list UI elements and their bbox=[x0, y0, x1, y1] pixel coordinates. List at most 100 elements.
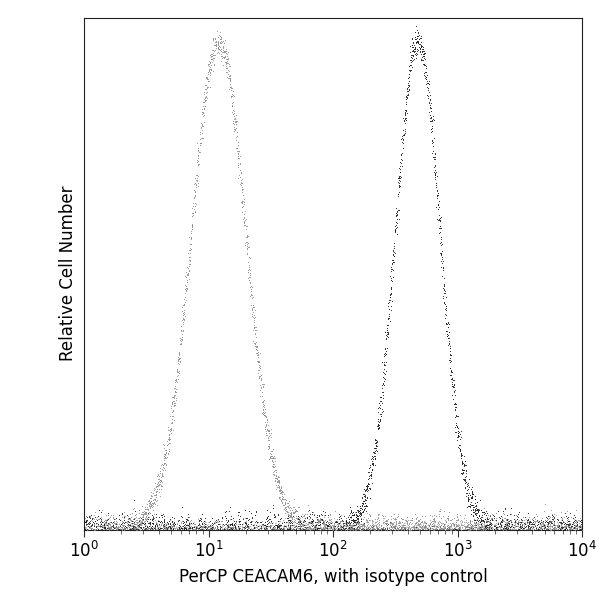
Point bbox=[358, 496, 367, 506]
Point bbox=[152, 487, 162, 496]
Point bbox=[413, 525, 422, 534]
Point bbox=[411, 518, 421, 527]
Point bbox=[140, 508, 149, 518]
Point bbox=[154, 524, 163, 534]
Point bbox=[220, 508, 230, 517]
Point bbox=[557, 524, 566, 533]
Point bbox=[368, 458, 378, 468]
Point bbox=[187, 221, 197, 231]
Point bbox=[559, 525, 569, 534]
Point bbox=[211, 518, 220, 527]
Point bbox=[275, 493, 285, 502]
Point bbox=[412, 50, 421, 60]
Point bbox=[380, 525, 389, 534]
Point bbox=[431, 521, 440, 531]
Point bbox=[268, 461, 278, 470]
Point bbox=[428, 520, 437, 530]
Point bbox=[93, 519, 103, 529]
Point bbox=[401, 109, 410, 118]
Point bbox=[310, 521, 319, 530]
Point bbox=[471, 518, 481, 528]
Point bbox=[136, 524, 145, 533]
Point bbox=[156, 524, 166, 533]
Point bbox=[344, 524, 353, 533]
Point bbox=[260, 422, 270, 431]
Point bbox=[333, 518, 343, 528]
Point bbox=[557, 516, 566, 525]
Point bbox=[351, 512, 361, 522]
Point bbox=[181, 522, 190, 531]
Point bbox=[557, 524, 566, 534]
Point bbox=[476, 524, 485, 534]
Point bbox=[542, 524, 551, 533]
Point bbox=[206, 521, 215, 531]
Point bbox=[445, 350, 455, 360]
Point bbox=[502, 519, 512, 528]
Point bbox=[104, 518, 113, 528]
Point bbox=[348, 525, 358, 534]
Point bbox=[555, 518, 565, 527]
Point bbox=[97, 514, 106, 524]
Point bbox=[213, 44, 223, 54]
Point bbox=[520, 515, 529, 524]
Point bbox=[478, 524, 488, 534]
Point bbox=[517, 523, 526, 533]
Point bbox=[513, 523, 523, 533]
Point bbox=[205, 57, 214, 67]
Point bbox=[245, 525, 255, 534]
Point bbox=[452, 521, 462, 531]
Point bbox=[557, 513, 566, 522]
Point bbox=[130, 519, 140, 528]
Point bbox=[166, 425, 176, 435]
Point bbox=[445, 346, 455, 356]
Point bbox=[445, 518, 455, 528]
Point bbox=[475, 511, 484, 520]
Point bbox=[553, 514, 563, 524]
Point bbox=[265, 522, 274, 532]
Point bbox=[372, 524, 382, 534]
Point bbox=[204, 76, 214, 86]
Point bbox=[350, 517, 360, 527]
Point bbox=[340, 524, 349, 533]
Point bbox=[383, 330, 393, 339]
Point bbox=[322, 521, 332, 530]
Point bbox=[129, 524, 139, 533]
Point bbox=[259, 405, 268, 415]
Point bbox=[578, 524, 587, 534]
Point bbox=[355, 525, 364, 534]
Point bbox=[239, 209, 249, 218]
Point bbox=[502, 511, 511, 520]
Point bbox=[99, 524, 109, 534]
Point bbox=[106, 524, 115, 534]
Point bbox=[143, 505, 152, 514]
Point bbox=[466, 524, 476, 534]
Point bbox=[135, 525, 145, 534]
Point bbox=[390, 524, 400, 533]
Point bbox=[454, 427, 463, 436]
Point bbox=[160, 522, 170, 531]
Point bbox=[357, 505, 367, 514]
Point bbox=[103, 521, 113, 531]
Point bbox=[475, 524, 484, 533]
Point bbox=[439, 520, 449, 530]
Point bbox=[357, 524, 367, 534]
Point bbox=[127, 522, 137, 531]
Point bbox=[536, 517, 546, 527]
Point bbox=[167, 513, 177, 522]
Point bbox=[469, 521, 478, 530]
Point bbox=[439, 284, 448, 293]
Point bbox=[389, 250, 398, 259]
Point bbox=[341, 521, 350, 530]
Point bbox=[220, 54, 229, 63]
Point bbox=[118, 521, 128, 531]
Point bbox=[188, 523, 197, 533]
Point bbox=[108, 521, 118, 530]
Point bbox=[469, 514, 479, 524]
Point bbox=[473, 506, 483, 516]
Point bbox=[433, 525, 442, 534]
Point bbox=[333, 525, 343, 534]
Point bbox=[262, 519, 272, 529]
Point bbox=[513, 521, 523, 530]
Point bbox=[282, 513, 292, 522]
Point bbox=[87, 519, 97, 529]
